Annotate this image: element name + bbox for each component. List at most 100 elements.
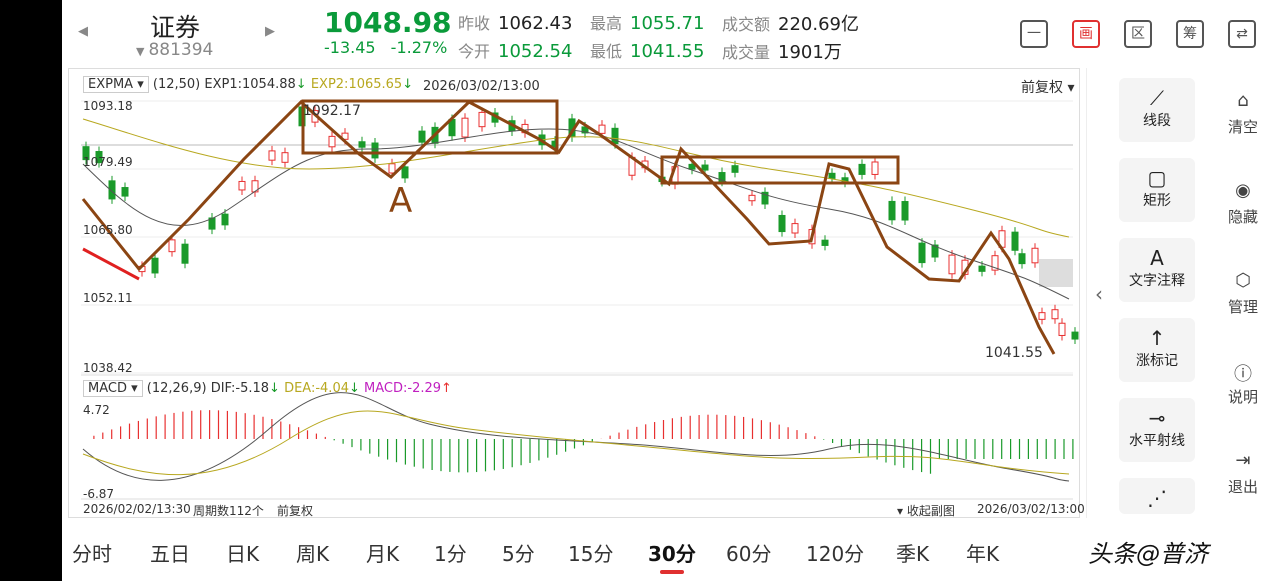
crosshair-datetime: 2026/03/02/13:00 [423, 79, 540, 94]
dea-value: DEA:-4.04 [284, 381, 349, 396]
stat-turnover: 成交额 220.69亿 [722, 10, 859, 36]
more-tools-button[interactable]: ⋰ [1119, 478, 1195, 514]
annotation-text[interactable]: A [389, 181, 413, 221]
candle-body [901, 201, 909, 221]
change-value: -13.45 [324, 38, 376, 57]
candle-body [718, 172, 726, 182]
ytick-3: 1065.80 [83, 223, 133, 237]
price-change: -13.45 -1.27% [324, 38, 457, 57]
line-segment-button[interactable]: ⟋ 线段 [1119, 78, 1195, 142]
change-pct: -1.27% [390, 38, 448, 57]
stock-code-text: 881394 [148, 40, 214, 60]
candle-body [871, 161, 879, 175]
candle-body [371, 142, 379, 159]
tab-12[interactable]: 年K [966, 542, 1000, 566]
candle-body [931, 244, 939, 258]
candle-body [978, 265, 986, 272]
next-stock-arrow-icon[interactable]: ▶ [265, 24, 275, 39]
stat-label: 昨收 [458, 14, 491, 33]
indicator-select[interactable]: EXPMA ▾ [83, 76, 149, 93]
rectangle-button[interactable]: ▢ 矩形 [1119, 158, 1195, 222]
up-marker-button[interactable]: ↑ 涨标记 [1119, 318, 1195, 382]
tab-3[interactable]: 周K [296, 542, 330, 566]
stat-low: 最低 1041.55 [590, 38, 704, 62]
stat-value: 1901万 [778, 42, 842, 63]
rectangle-icon: ▢ [1147, 166, 1167, 190]
candle-body [888, 200, 896, 221]
stat-value: 1062.43 [498, 13, 573, 34]
clear-button[interactable]: ⌂ 清空 [1221, 90, 1265, 137]
minus-tool-icon[interactable]: 一 [1020, 20, 1048, 48]
tab-5[interactable]: 1分 [434, 542, 467, 566]
trend-lines [81, 99, 1056, 355]
candle-body [82, 146, 90, 161]
high-price-label: 1092.17 [303, 103, 361, 119]
stat-label: 最高 [590, 14, 623, 33]
manage-button[interactable]: ⬡ 管理 [1221, 270, 1265, 317]
arrow-up-icon: ↑ [1148, 326, 1166, 350]
consolidation-box-2 [660, 155, 900, 185]
adjust-select[interactable]: 前复权 ▾ [1021, 80, 1075, 96]
exit-button[interactable]: ⇥ 退出 [1221, 450, 1265, 497]
stat-high: 最高 1055.71 [590, 10, 704, 34]
manage-label: 清空 [1227, 118, 1258, 136]
collapse-panel-icon[interactable]: ‹ [1095, 282, 1103, 306]
stat-value: 220.69亿 [778, 14, 859, 35]
tab-8[interactable]: 30分 [648, 542, 696, 566]
dea-line [82, 410, 1070, 476]
candle-body [108, 180, 116, 200]
manage-label: 说明 [1227, 388, 1258, 406]
chips-tool-icon[interactable]: 筹 [1176, 20, 1204, 48]
macd-params: (12,26,9) [146, 381, 207, 396]
draw-tool-icon[interactable]: 画 [1072, 20, 1100, 48]
stock-code[interactable]: ▼ 881394 [136, 40, 213, 60]
candle-body [791, 223, 799, 234]
start-date: 2026/02/02/13:30 [83, 502, 191, 516]
question-icon: ⓘ [1234, 364, 1252, 385]
candle-body [1058, 322, 1066, 336]
tab-6[interactable]: 5分 [502, 542, 535, 566]
wave-icon: ⋰ [1147, 486, 1167, 510]
prev-stock-arrow-icon[interactable]: ◀ [78, 24, 88, 39]
candle-body [478, 111, 486, 128]
dropdown-icon: ▼ [136, 45, 145, 58]
candle-body [358, 141, 366, 148]
range-tool-icon[interactable]: 区 [1124, 20, 1152, 48]
hide-button[interactable]: ◉ 隐藏 [1221, 180, 1265, 227]
horizontal-ray-button[interactable]: ⊸ 水平射线 [1119, 398, 1195, 462]
exp1-value: EXP1:1054.88 [204, 77, 296, 92]
manage-label: 管理 [1227, 298, 1258, 316]
macd-indicator-bar: MACD ▾ (12,26,9) DIF:-5.18↓ DEA:-4.04↓ M… [83, 380, 452, 397]
candle-body [858, 163, 866, 175]
kline-chart[interactable]: EXPMA ▾ (12,50) EXP1:1054.88↓ EXP2:1065.… [68, 68, 1085, 518]
tab-0[interactable]: 分时 [72, 542, 112, 566]
tab-10[interactable]: 120分 [806, 542, 865, 566]
tab-11[interactable]: 季K [896, 542, 930, 566]
tab-7[interactable]: 15分 [568, 542, 614, 566]
text-note-button[interactable]: A 文字注释 [1119, 238, 1195, 302]
candle-body [221, 213, 229, 226]
tool-label: 涨标记 [1136, 353, 1178, 369]
candle-body [828, 172, 836, 179]
tab-1[interactable]: 五日 [150, 542, 190, 566]
candle-body [1018, 253, 1026, 265]
watermark: 头条@普济 [1088, 540, 1208, 568]
period-count: 周期数112个 [193, 504, 264, 518]
stat-value: 1052.54 [498, 41, 573, 62]
switch-device-icon[interactable]: ⇄ [1228, 20, 1256, 48]
candle-body [151, 257, 159, 274]
candle-body [918, 242, 926, 264]
tab-2[interactable]: 日K [226, 542, 260, 566]
candle-body [341, 132, 349, 140]
macd-select[interactable]: MACD ▾ [83, 380, 143, 397]
candle-body [948, 254, 956, 275]
tab-4[interactable]: 月K [366, 542, 400, 566]
stat-value: 1055.71 [630, 13, 705, 34]
candle-body [748, 194, 756, 202]
indicator-params: (12,50) [152, 77, 201, 92]
candle-body [95, 151, 103, 164]
collapse-subchart-button[interactable]: ▾ 收起副图 [897, 504, 955, 518]
macd-bottom-tick: -6.87 [83, 487, 115, 501]
help-button[interactable]: ⓘ 说明 [1221, 360, 1265, 407]
tab-9[interactable]: 60分 [726, 542, 772, 566]
